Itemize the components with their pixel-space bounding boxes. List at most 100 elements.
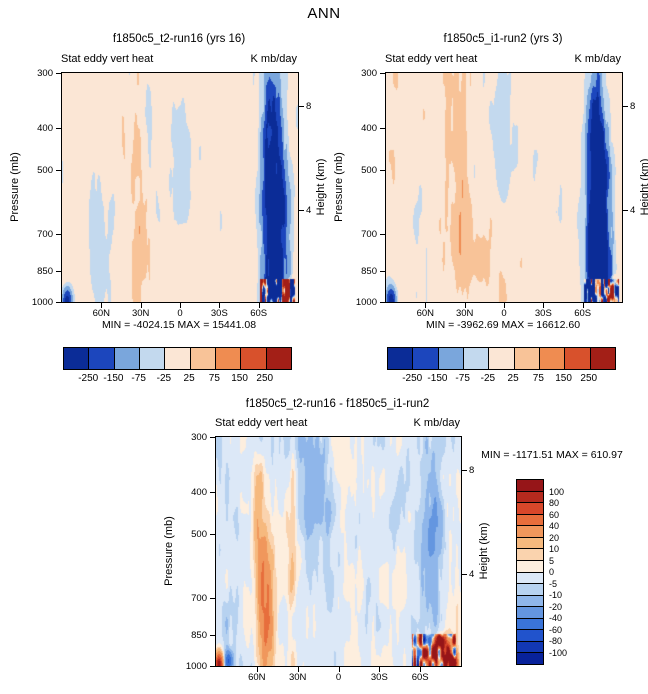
colorbar-tick-label: 10: [549, 544, 560, 554]
pressure-tick: [380, 170, 385, 172]
latitude-tick-label: 30S: [210, 308, 228, 319]
height-tick: [299, 209, 304, 211]
colorbar-cell: [517, 525, 543, 537]
pressure-tick: [210, 666, 215, 667]
colorbar-run1: [63, 347, 292, 370]
colorbar-tick-label: -250: [78, 373, 99, 384]
pressure-tick: [210, 437, 215, 438]
panel-title-run2: f1850c5_i1-run2 (yrs 3): [443, 33, 563, 45]
latitude-tick: [258, 303, 260, 308]
pressure-tick: [56, 302, 61, 303]
field-label-diff: Stat eddy vert heat: [215, 417, 308, 429]
height-axis-label-run2: Height (km): [639, 158, 648, 215]
colorbar-cell: [517, 629, 543, 641]
latitude-tick-label: 60S: [574, 308, 592, 319]
height-tick: [623, 105, 628, 107]
colorbar-cell: [517, 480, 543, 491]
latitude-tick-label: 30N: [131, 308, 150, 319]
min-max-label-diff: MIN = -1171.51 MAX = 610.97: [481, 449, 623, 461]
colorbar-tick-label: 150: [555, 373, 572, 384]
latitude-tick: [140, 303, 142, 308]
height-tick-label: 8: [630, 100, 636, 112]
colorbar-diff: [516, 479, 544, 665]
colorbar-cell: [513, 348, 539, 369]
latitude-tick: [464, 303, 466, 308]
colorbar-cell: [488, 348, 514, 369]
colorbar-tick-label: 40: [549, 521, 560, 531]
colorbar-tick-label: 20: [549, 532, 560, 543]
figure-title: ANN: [307, 5, 341, 22]
pressure-tick-label: 500: [191, 529, 207, 541]
panel-title-run1: f1850c5_t2-run16 (yrs 16): [112, 33, 246, 45]
pressure-tick-label: 850: [191, 630, 207, 642]
units-label-run2: K mb/day: [574, 53, 621, 65]
latitude-tick-label: 30S: [534, 308, 552, 319]
pressure-tick: [56, 170, 61, 172]
colorbar-tick-label: -25: [156, 373, 172, 384]
colorbar-cell: [517, 536, 543, 549]
latitude-tick-label: 0: [177, 308, 183, 319]
colorbar-run2: [387, 347, 616, 370]
colorbar-cell: [589, 348, 615, 369]
colorbar-tick-label: -100: [549, 647, 568, 658]
colorbar-cell: [517, 502, 543, 514]
pressure-tick-label: 700: [361, 229, 377, 241]
colorbar-tick-label: -40: [549, 613, 563, 623]
height-tick-label: 8: [306, 100, 312, 112]
pressure-tick-label: 1000: [355, 297, 377, 308]
colorbar-cell: [88, 348, 114, 369]
colorbar-tick-label: -10: [549, 590, 563, 600]
colorbar-cell: [517, 571, 543, 584]
colorbar-tick-label: 75: [208, 373, 220, 384]
latitude-tick-label: 60S: [411, 672, 429, 683]
heatmap-canvas-run2: [385, 72, 623, 303]
colorbar-cell: [517, 652, 543, 664]
colorbar-cell: [240, 348, 266, 369]
pressure-tick-label: 400: [361, 122, 377, 134]
pressure-tick-label: 1000: [185, 661, 207, 672]
latitude-tick: [425, 303, 427, 308]
pressure-tick: [56, 271, 61, 273]
pressure-tick: [210, 598, 215, 600]
heatmap-canvas-run1: [61, 72, 299, 303]
latitude-tick-label: 60N: [248, 672, 266, 683]
pressure-axis-label-run2: Pressure (mb): [333, 151, 345, 222]
panel-title-diff: f1850c5_t2-run16 - f1850c5_i1-run2: [245, 398, 430, 410]
colorbar-tick-label: -20: [549, 601, 563, 612]
colorbar-cell: [538, 348, 565, 369]
colorbar-tick-label: -60: [549, 624, 563, 635]
pressure-tick-label: 1000: [31, 297, 53, 308]
pressure-tick: [210, 491, 215, 493]
units-label-diff: K mb/day: [413, 417, 460, 429]
latitude-tick: [543, 303, 545, 308]
colorbar-tick-label: -25: [480, 373, 496, 384]
latitude-tick: [379, 667, 381, 672]
pressure-tick-label: 850: [361, 266, 377, 278]
pressure-tick: [56, 73, 61, 74]
pressure-tick-label: 850: [37, 266, 53, 278]
colorbar-tick-label: 5: [549, 555, 555, 566]
colorbar-cell: [164, 348, 190, 369]
pressure-tick: [56, 127, 61, 129]
height-tick-label: 4: [469, 568, 475, 580]
height-tick-label: 4: [306, 204, 312, 216]
colorbar-tick-label: -150: [103, 373, 124, 384]
colorbar-cell: [517, 513, 543, 526]
latitude-tick-label: 60N: [92, 308, 111, 319]
colorbar-cell: [412, 348, 438, 369]
colorbar-tick-label: 25: [507, 373, 519, 384]
pressure-tick-label: 400: [191, 486, 207, 498]
pressure-tick: [380, 271, 385, 273]
colorbar-cell: [517, 583, 543, 595]
height-tick-label: 4: [630, 204, 636, 216]
latitude-tick-label: 30S: [370, 672, 388, 683]
height-tick: [299, 105, 304, 107]
field-label-run2: Stat eddy vert heat: [385, 53, 478, 65]
latitude-tick: [297, 667, 299, 672]
latitude-tick-label: 60N: [416, 308, 435, 319]
colorbar-cell: [517, 594, 543, 607]
colorbar-tick-label: 80: [549, 498, 560, 508]
pressure-tick-label: 700: [37, 229, 53, 241]
colorbar-cell: [517, 559, 543, 572]
